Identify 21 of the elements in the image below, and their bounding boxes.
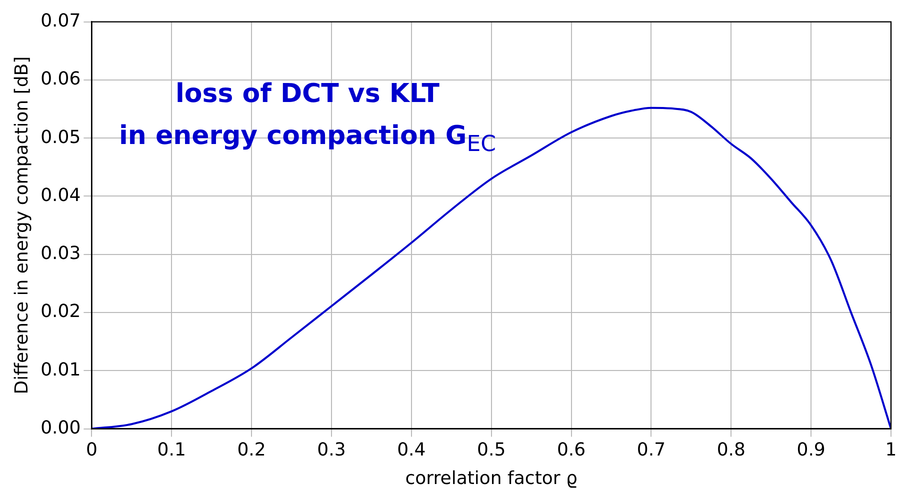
y-tick-label: 0.00 bbox=[40, 417, 81, 438]
x-tick-label: 0.9 bbox=[796, 439, 826, 460]
y-tick-label: 0.03 bbox=[40, 243, 81, 264]
x-tick-label: 0.5 bbox=[477, 439, 506, 460]
y-tick-label: 0.04 bbox=[40, 184, 81, 206]
x-tick-label: 0.6 bbox=[556, 439, 586, 460]
x-tick-label: 0 bbox=[86, 439, 98, 460]
x-tick-label: 1 bbox=[885, 439, 897, 460]
x-tick-label: 0.4 bbox=[397, 439, 426, 460]
y-tick-label: 0.02 bbox=[40, 301, 81, 322]
x-tick-label: 0.7 bbox=[636, 439, 666, 460]
y-tick-label: 0.06 bbox=[40, 68, 81, 90]
x-axis-title: correlation factor ϱ bbox=[405, 468, 578, 489]
x-tick-label: 0.1 bbox=[157, 439, 186, 460]
x-tick-label: 0.3 bbox=[317, 439, 346, 460]
y-tick-label: 0.01 bbox=[40, 359, 81, 380]
y-tick-label: 0.05 bbox=[40, 126, 81, 148]
x-tick-label: 0.8 bbox=[716, 439, 746, 460]
x-tick-label: 0.2 bbox=[237, 439, 266, 460]
y-tick-label: 0.07 bbox=[40, 10, 81, 32]
y-axis-title: Difference in energy compaction [dB] bbox=[11, 56, 32, 394]
